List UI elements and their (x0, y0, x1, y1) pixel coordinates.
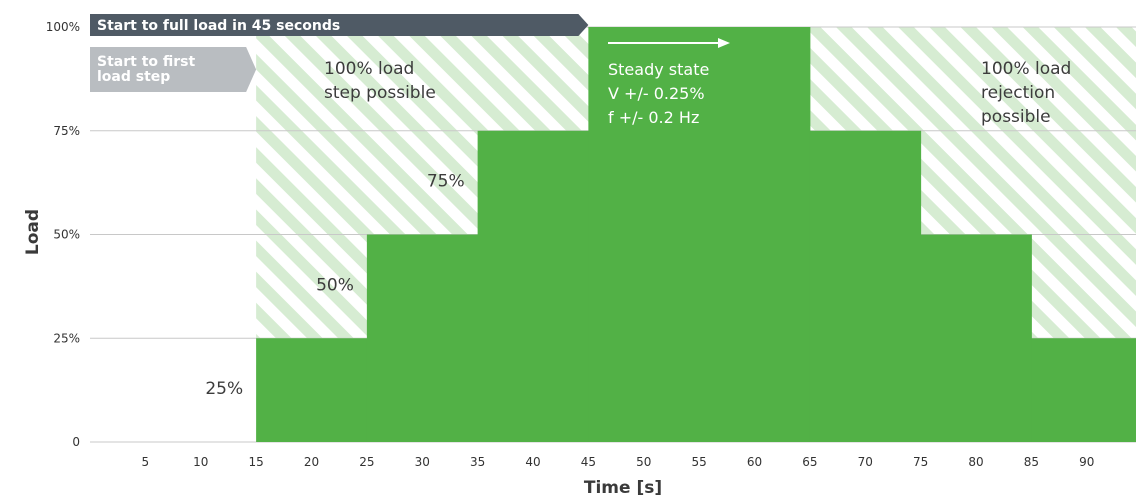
y-tick-label: 100% (46, 20, 80, 34)
steady-state-annotation: f +/- 0.2 Hz (608, 108, 699, 127)
load-step-4 (588, 27, 811, 442)
step-possible-annotation: 100% load (324, 59, 414, 79)
steady-state-annotation: V +/- 0.25% (608, 84, 705, 103)
x-tick-label: 45 (581, 455, 596, 469)
x-tick-label: 60 (747, 455, 762, 469)
load-step-2 (366, 234, 479, 442)
load-step-6 (920, 234, 1032, 442)
x-tick-label: 90 (1079, 455, 1094, 469)
step-level-label: 50% (316, 275, 354, 295)
x-tick-label: 35 (470, 455, 485, 469)
load-step-7 (1031, 338, 1136, 442)
y-axis-label: Load (23, 209, 43, 255)
x-tick-label: 40 (525, 455, 540, 469)
x-tick-label: 80 (968, 455, 983, 469)
rejection-annotation: rejection (981, 83, 1055, 103)
x-axis-label: Time [s] (584, 478, 662, 498)
x-tick-label: 70 (858, 455, 873, 469)
x-tick-label: 30 (415, 455, 430, 469)
bar-layer: Start to full load in 45 seconds Start to… (90, 14, 589, 92)
annotation-layer: 100% load step possible Steady state V +/- … (205, 38, 1071, 399)
rejection-annotation: possible (981, 107, 1051, 127)
x-tick-label: 10 (193, 455, 208, 469)
x-tick-label: 75 (913, 455, 928, 469)
load-step-1 (256, 338, 368, 442)
x-tick-label: 5 (142, 455, 150, 469)
x-tick-label: 20 (304, 455, 319, 469)
x-tick-label: 85 (1024, 455, 1039, 469)
x-tick-label: 15 (248, 455, 263, 469)
x-tick-label: 25 (359, 455, 374, 469)
step-possible-annotation: step possible (324, 83, 436, 103)
x-tick-label: 50 (636, 455, 651, 469)
step-layer (256, 27, 1136, 442)
x-tick-label: 65 (802, 455, 817, 469)
arrow-icon (718, 38, 730, 48)
first-step-bar-label: load step (97, 69, 170, 85)
axis-layer: 0 25% 50% 75% 100% 5 10 15 20 25 30 35 40 45 50 55 60 65 7… (46, 20, 1095, 469)
rejection-annotation: 100% load (981, 59, 1071, 79)
y-tick-label: 50% (53, 228, 80, 242)
steady-state-annotation: Steady state (608, 60, 709, 79)
first-step-bar-label: Start to first (97, 54, 195, 70)
y-tick-label: 75% (53, 124, 80, 138)
full-load-bar (90, 14, 589, 36)
first-step-bar (90, 47, 257, 92)
y-tick-label: 25% (53, 331, 80, 345)
y-tick-label: 0 (72, 435, 80, 449)
step-level-label: 25% (205, 379, 243, 399)
step-level-label: 75% (427, 172, 465, 192)
load-step-3 (477, 130, 589, 442)
full-load-bar-label: Start to full load in 45 seconds (97, 18, 340, 34)
load-step-5 (809, 130, 922, 442)
x-tick-label: 55 (691, 455, 706, 469)
